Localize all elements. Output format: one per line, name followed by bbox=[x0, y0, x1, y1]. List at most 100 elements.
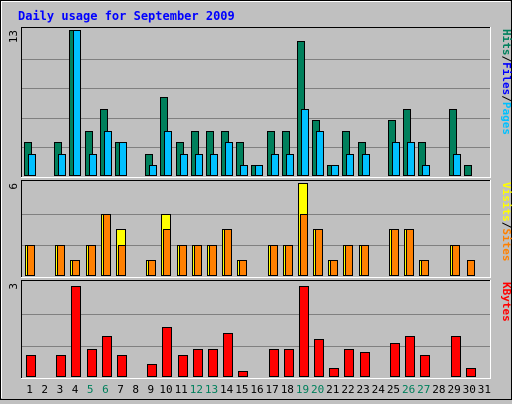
bar-kbytes-day-25 bbox=[390, 343, 400, 377]
bar-files-day-18 bbox=[286, 154, 294, 176]
x-tick-label-day-16: 16 bbox=[250, 383, 263, 396]
x-tick-label-day-7: 7 bbox=[117, 383, 124, 396]
x-tick-label-day-4: 4 bbox=[72, 383, 79, 396]
x-tick-label-day-31: 31 bbox=[478, 383, 491, 396]
bar-kbytes-day-19 bbox=[299, 286, 309, 377]
bar-sites-day-30 bbox=[467, 260, 475, 276]
legend-entry: / bbox=[500, 222, 512, 229]
bar-files-day-10 bbox=[164, 131, 172, 176]
bar-files-day-15 bbox=[240, 165, 248, 176]
legend-entry: Pages bbox=[500, 102, 512, 135]
bar-sites-day-1 bbox=[27, 245, 35, 276]
bar-files-day-9 bbox=[149, 165, 157, 176]
x-tick-label-day-23: 23 bbox=[357, 383, 370, 396]
chart-title: Daily usage for September 2009 bbox=[18, 9, 235, 23]
x-tick-label-day-29: 29 bbox=[447, 383, 460, 396]
x-tick-label-day-9: 9 bbox=[148, 383, 155, 396]
bar-kbytes-day-4 bbox=[71, 286, 81, 377]
x-tick-label-day-26: 26 bbox=[402, 383, 415, 396]
bar-files-day-11 bbox=[180, 154, 188, 176]
x-tick-label-day-5: 5 bbox=[87, 383, 94, 396]
x-tick-label-day-8: 8 bbox=[132, 383, 139, 396]
bar-kbytes-day-21 bbox=[329, 368, 339, 377]
bar-files-day-19 bbox=[301, 109, 309, 176]
x-tick-label-day-30: 30 bbox=[463, 383, 476, 396]
bar-files-day-25 bbox=[392, 142, 400, 176]
bar-sites-day-9 bbox=[148, 260, 156, 276]
legend-entry: / bbox=[500, 56, 512, 63]
bar-kbytes-day-18 bbox=[284, 349, 294, 377]
bar-hits-day-30 bbox=[464, 165, 472, 176]
bar-kbytes-day-7 bbox=[117, 355, 127, 377]
bar-files-day-27 bbox=[422, 165, 430, 176]
x-tick-label-day-25: 25 bbox=[387, 383, 400, 396]
bar-files-day-21 bbox=[331, 165, 339, 176]
legend-entry: Hits bbox=[500, 29, 512, 56]
x-tick-label-day-15: 15 bbox=[235, 383, 248, 396]
bar-sites-day-11 bbox=[179, 245, 187, 276]
x-tick-label-day-22: 22 bbox=[341, 383, 354, 396]
bar-kbytes-day-20 bbox=[314, 339, 324, 377]
bar-kbytes-day-30 bbox=[466, 368, 476, 377]
panel-sites_visits: 6 bbox=[7, 180, 491, 278]
chart-panels: 13 6 3 bbox=[7, 27, 491, 379]
bar-kbytes-day-6 bbox=[102, 336, 112, 377]
bar-files-day-14 bbox=[225, 142, 233, 176]
bar-files-day-4 bbox=[73, 30, 81, 176]
bar-kbytes-day-9 bbox=[147, 364, 157, 377]
x-tick-label-day-20: 20 bbox=[311, 383, 324, 396]
bar-files-day-16 bbox=[255, 165, 263, 176]
bar-kbytes-day-13 bbox=[208, 349, 218, 377]
x-tick-label-day-2: 2 bbox=[41, 383, 48, 396]
bar-kbytes-day-11 bbox=[178, 355, 188, 377]
bar-files-day-23 bbox=[362, 154, 370, 176]
legend-entry: / bbox=[500, 95, 512, 102]
bar-sites-day-23 bbox=[361, 245, 369, 276]
legend-entry: Files bbox=[500, 62, 512, 95]
bar-sites-day-29 bbox=[452, 245, 460, 276]
x-tick-label-day-3: 3 bbox=[57, 383, 64, 396]
bar-sites-day-6 bbox=[103, 214, 111, 276]
y-max-label: 6 bbox=[7, 183, 20, 190]
x-tick-label-day-10: 10 bbox=[159, 383, 172, 396]
x-tick-label-day-11: 11 bbox=[175, 383, 188, 396]
bar-files-day-17 bbox=[271, 154, 279, 176]
bar-kbytes-day-12 bbox=[193, 349, 203, 377]
bar-kbytes-day-14 bbox=[223, 333, 233, 377]
x-axis-labels: 1 2 3 4 5 6 7 8 9 10 11 12 13 14 15 16 17 18 19 20 21 22 23 24 2… bbox=[26, 383, 491, 396]
bar-sites-day-15 bbox=[239, 260, 247, 276]
bar-files-day-7 bbox=[119, 142, 127, 176]
bar-kbytes-day-3 bbox=[56, 355, 66, 377]
bar-kbytes-day-22 bbox=[344, 349, 354, 377]
x-tick-label-day-6: 6 bbox=[102, 383, 109, 396]
bar-sites-day-7 bbox=[118, 245, 126, 276]
bar-files-day-6 bbox=[104, 131, 112, 176]
bar-files-day-12 bbox=[195, 154, 203, 176]
bar-sites-day-19 bbox=[300, 214, 308, 276]
panel-hits_files_pages: 13 bbox=[7, 27, 491, 178]
bar-sites-day-10 bbox=[163, 229, 171, 276]
x-tick-label-day-21: 21 bbox=[326, 383, 339, 396]
bar-files-day-5 bbox=[89, 154, 97, 176]
bar-kbytes-day-17 bbox=[269, 349, 279, 377]
bar-files-day-1 bbox=[28, 154, 36, 176]
bar-sites-day-3 bbox=[57, 245, 65, 276]
bar-sites-day-20 bbox=[315, 229, 323, 276]
x-tick-label-day-24: 24 bbox=[372, 383, 386, 396]
bar-sites-day-18 bbox=[285, 245, 293, 276]
x-tick-label-day-27: 27 bbox=[417, 383, 430, 396]
legend-sites_visits: Visits/Sites bbox=[500, 182, 512, 262]
bar-kbytes-day-26 bbox=[405, 336, 415, 377]
bar-kbytes-day-10 bbox=[162, 327, 172, 377]
x-tick-label-day-14: 14 bbox=[220, 383, 234, 396]
x-tick-label-day-17: 17 bbox=[266, 383, 279, 396]
bar-sites-day-22 bbox=[345, 245, 353, 276]
bar-sites-day-27 bbox=[421, 260, 429, 276]
y-max-label: 13 bbox=[7, 30, 20, 43]
bar-files-day-22 bbox=[346, 154, 354, 176]
bar-sites-day-25 bbox=[391, 229, 399, 276]
bar-sites-day-13 bbox=[209, 245, 217, 276]
bar-files-day-13 bbox=[210, 154, 218, 176]
